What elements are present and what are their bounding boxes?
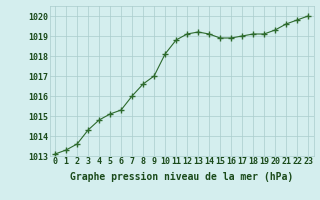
X-axis label: Graphe pression niveau de la mer (hPa): Graphe pression niveau de la mer (hPa) xyxy=(70,172,293,182)
